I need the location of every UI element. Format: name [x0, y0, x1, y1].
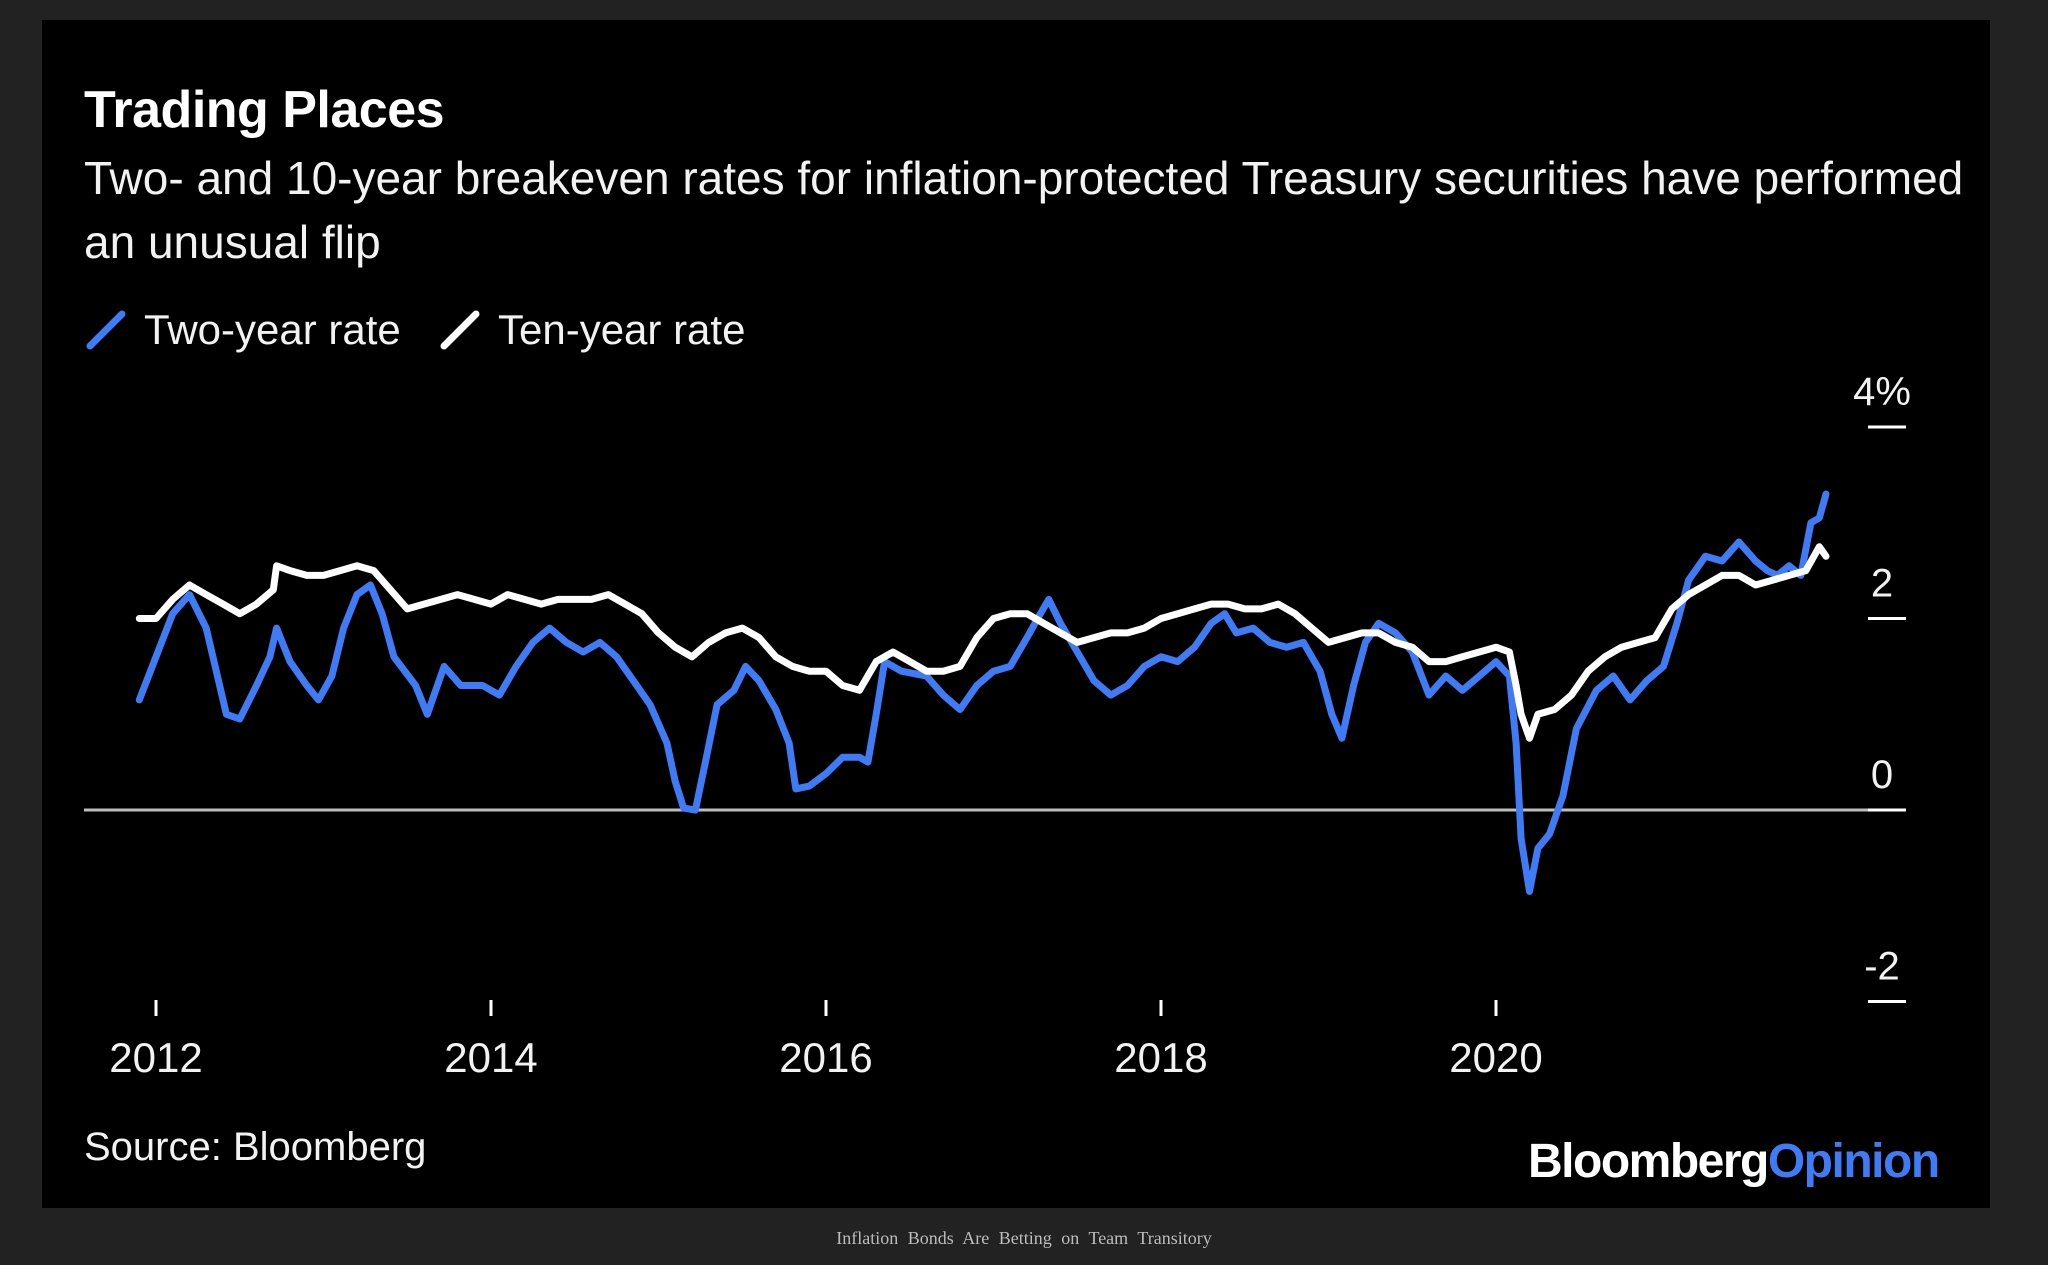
chart-title: Trading Places — [84, 81, 445, 139]
chart-subtitle: Two- and 10-year breakeven rates for inf… — [84, 152, 1964, 268]
source-note: Source: Bloomberg — [84, 1125, 427, 1169]
x-tick-label: 2012 — [109, 1034, 202, 1081]
legend-item-ten-year: Ten-year rate — [438, 302, 745, 358]
series-line-two-year — [135, 490, 1830, 895]
brand-logo-part2: Opinion — [1767, 1135, 1940, 1188]
series-line-ten-year — [135, 543, 1830, 742]
y-tick-label: -2 — [1864, 945, 1900, 989]
legend-label-two-year: Two-year rate — [144, 306, 401, 353]
legend-swatch-ten-year — [440, 310, 480, 350]
x-tick-label: 2014 — [444, 1034, 537, 1081]
legend-item-two-year: Two-year rate — [84, 302, 401, 358]
brand-logo: BloombergOpinion — [1528, 1134, 1940, 1189]
x-tick-label: 2016 — [779, 1034, 872, 1081]
legend-swatch-two-year — [86, 310, 126, 350]
x-tick-label: 2020 — [1449, 1034, 1542, 1081]
y-tick-label: 2 — [1871, 562, 1893, 606]
page-caption: Inflation Bonds Are Betting on Team Tran… — [836, 1228, 1212, 1248]
brand-logo-part1: Bloomberg — [1528, 1135, 1769, 1188]
x-tick-label: 2018 — [1114, 1034, 1207, 1081]
y-tick-label: 4% — [1853, 370, 1911, 414]
y-tick-label: 0 — [1871, 753, 1893, 797]
legend-label-ten-year: Ten-year rate — [498, 306, 746, 353]
